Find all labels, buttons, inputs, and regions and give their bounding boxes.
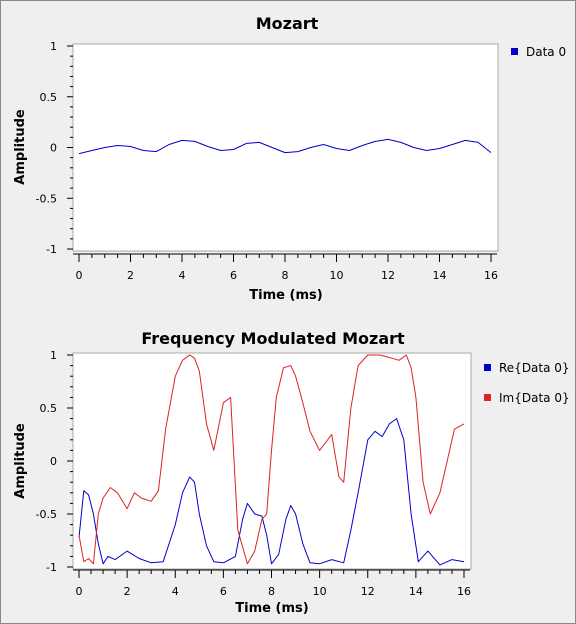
x-tick-label: 0	[76, 585, 83, 598]
x-tick-label: 4	[172, 585, 179, 598]
chart-title-mozart: Mozart	[256, 14, 319, 33]
x-tick-label: 10	[313, 585, 327, 598]
legend-label[interactable]: Re{Data 0}	[499, 361, 570, 375]
x-ticks-fm-mozart: 0 2 4 6 8 10 12 14 16	[73, 569, 471, 598]
x-tick-label: 12	[381, 269, 395, 282]
y-tick-label: 0	[50, 142, 57, 155]
x-axis-label-fm-mozart: Time (ms)	[235, 601, 308, 616]
legend-swatch	[484, 364, 491, 371]
series-line-1	[78, 418, 465, 566]
x-tick-label: 4	[179, 269, 186, 282]
plot-area-mozart	[72, 43, 499, 252]
x-tick-label: 8	[268, 585, 275, 598]
chart-fm-mozart: Frequency Modulated Mozart Time (ms) Amp…	[13, 329, 570, 616]
y-tick-label: -0.5	[36, 508, 57, 521]
x-tick-label: 0	[76, 269, 83, 282]
y-tick-label: -1	[46, 561, 57, 574]
y-tick-label: 1	[50, 349, 57, 362]
chart-mozart: Mozart Time (ms) Amplitude 1 0.5 0 -0.5 -1 0…	[13, 14, 566, 303]
legend-swatch	[511, 48, 518, 55]
y-tick-label: 0	[50, 455, 57, 468]
plot-area-fm-mozart	[72, 352, 472, 570]
x-tick-label: 10	[330, 269, 344, 282]
x-tick-label: 8	[282, 269, 289, 282]
legend-label[interactable]: Data 0	[526, 45, 566, 59]
x-tick-label: 2	[124, 585, 131, 598]
y-tick-label: 0.5	[40, 402, 58, 415]
legend-fm-mozart[interactable]: Re{Data 0} Im{Data 0}	[484, 361, 570, 405]
legend-label[interactable]: Im{Data 0}	[499, 391, 570, 405]
y-ticks-fm-mozart: 1 0.5 0 -0.5 -1	[36, 349, 73, 574]
x-ticks-mozart: 0 2 4 6 8 10 12 14 16	[73, 253, 498, 282]
y-tick-label: 0.5	[40, 91, 58, 104]
series-group-fm-mozart	[78, 354, 465, 566]
series-line-2	[78, 354, 465, 565]
x-tick-label: 16	[484, 269, 498, 282]
x-tick-label: 6	[230, 269, 237, 282]
y-axis-label-fm-mozart: Amplitude	[13, 423, 28, 499]
x-tick-label: 14	[409, 585, 423, 598]
legend-swatch	[484, 394, 491, 401]
series-line-1	[78, 138, 492, 155]
x-axis-label-mozart: Time (ms)	[249, 288, 322, 303]
chart-title-fm-mozart: Frequency Modulated Mozart	[141, 329, 405, 348]
y-tick-label: 1	[50, 40, 57, 53]
x-tick-label: 16	[457, 585, 471, 598]
x-tick-label: 6	[220, 585, 227, 598]
y-tick-label: -1	[46, 243, 57, 256]
legend-mozart[interactable]: Data 0	[511, 45, 566, 59]
y-axis-label-mozart: Amplitude	[13, 109, 28, 185]
x-tick-label: 2	[127, 269, 134, 282]
x-tick-label: 12	[361, 585, 375, 598]
x-tick-label: 14	[433, 269, 447, 282]
y-tick-label: -0.5	[36, 192, 57, 205]
series-group-mozart	[78, 138, 492, 155]
y-ticks-mozart: 1 0.5 0 -0.5 -1	[36, 40, 73, 256]
